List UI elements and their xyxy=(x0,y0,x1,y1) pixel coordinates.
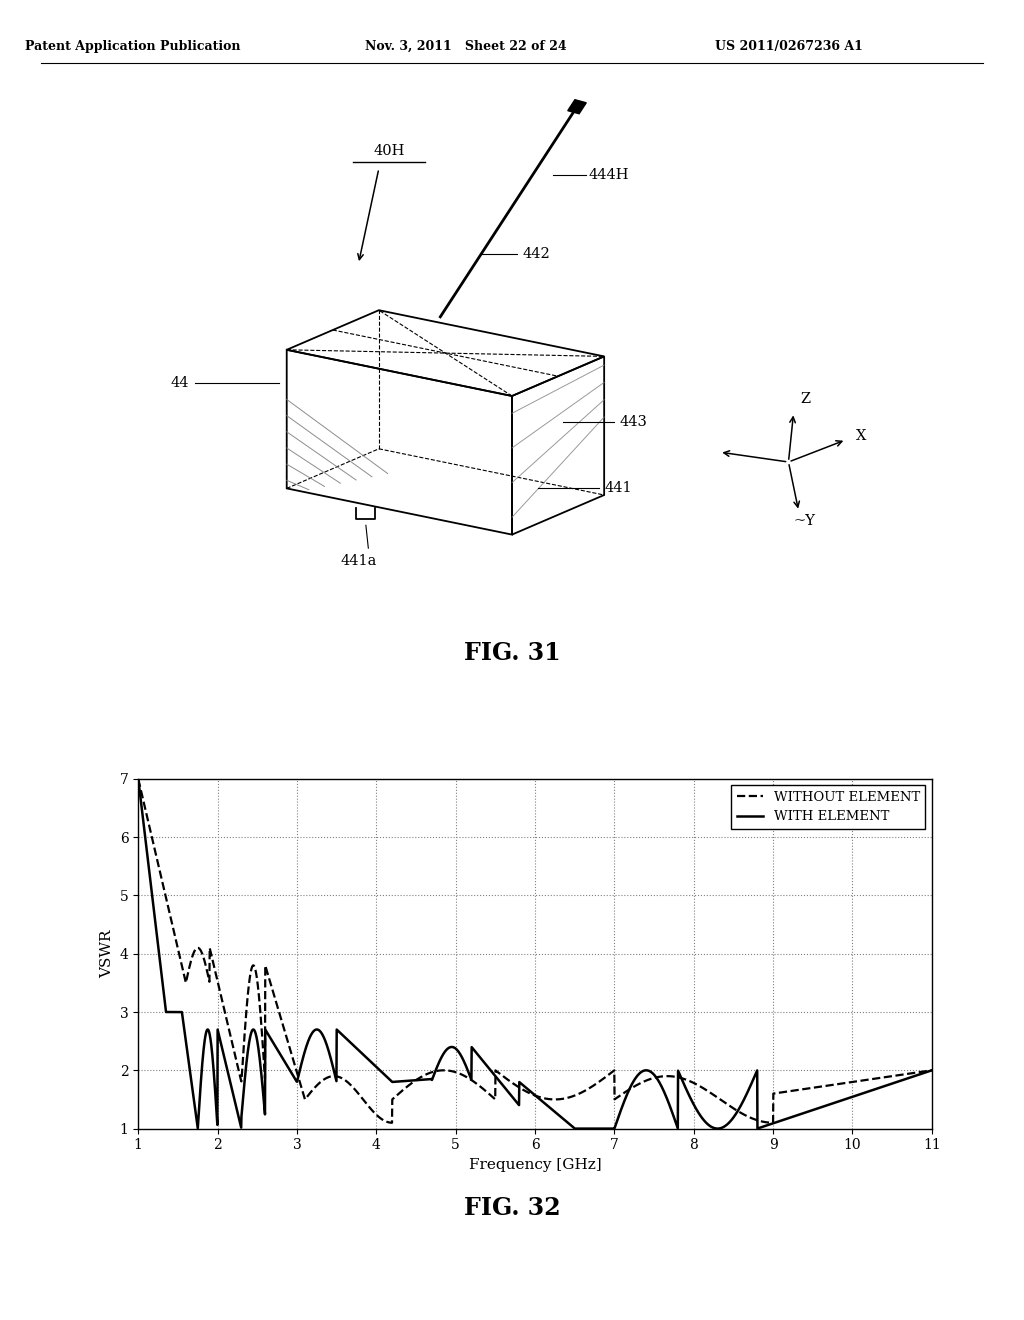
Text: 44: 44 xyxy=(171,376,189,389)
WITH ELEMENT xyxy=(471,1045,483,1061)
WITH ELEMENT xyxy=(132,771,144,787)
Text: FIG. 32: FIG. 32 xyxy=(464,1196,560,1220)
X-axis label: Frequency [GHz]: Frequency [GHz] xyxy=(469,1158,601,1172)
Text: Patent Application Publication: Patent Application Publication xyxy=(26,40,241,53)
Text: X: X xyxy=(856,429,866,442)
Text: 443: 443 xyxy=(620,416,647,429)
WITHOUT ELEMENT xyxy=(825,1077,838,1093)
Text: Z: Z xyxy=(801,392,811,405)
Text: US 2011/0267236 A1: US 2011/0267236 A1 xyxy=(715,40,862,53)
Text: 441a: 441a xyxy=(340,554,377,568)
WITH ELEMENT xyxy=(269,1039,282,1055)
Line: WITH ELEMENT: WITH ELEMENT xyxy=(138,779,932,1129)
WITH ELEMENT xyxy=(568,1121,581,1137)
WITH ELEMENT xyxy=(436,1047,449,1063)
WITHOUT ELEMENT xyxy=(471,1076,483,1092)
Text: ~Y: ~Y xyxy=(794,513,815,528)
WITH ELEMENT xyxy=(825,1096,838,1111)
WITHOUT ELEMENT xyxy=(436,1063,449,1078)
WITHOUT ELEMENT xyxy=(269,994,282,1010)
Text: 441: 441 xyxy=(604,482,632,495)
WITHOUT ELEMENT xyxy=(910,1065,923,1081)
Text: FIG. 31: FIG. 31 xyxy=(464,642,560,665)
Text: 442: 442 xyxy=(522,247,550,261)
Y-axis label: VSWR: VSWR xyxy=(100,929,114,978)
Text: 40H: 40H xyxy=(374,144,404,158)
Legend: WITHOUT ELEMENT, WITH ELEMENT: WITHOUT ELEMENT, WITH ELEMENT xyxy=(731,785,926,829)
WITH ELEMENT xyxy=(910,1068,923,1084)
WITHOUT ELEMENT xyxy=(222,1020,234,1036)
Polygon shape xyxy=(567,100,586,114)
Text: 444H: 444H xyxy=(589,168,630,182)
WITH ELEMENT xyxy=(222,1068,234,1084)
WITHOUT ELEMENT xyxy=(132,771,144,787)
WITH ELEMENT xyxy=(926,1063,938,1078)
Text: Nov. 3, 2011   Sheet 22 of 24: Nov. 3, 2011 Sheet 22 of 24 xyxy=(366,40,566,53)
WITHOUT ELEMENT xyxy=(767,1115,779,1131)
Line: WITHOUT ELEMENT: WITHOUT ELEMENT xyxy=(138,779,932,1123)
WITHOUT ELEMENT xyxy=(926,1063,938,1078)
